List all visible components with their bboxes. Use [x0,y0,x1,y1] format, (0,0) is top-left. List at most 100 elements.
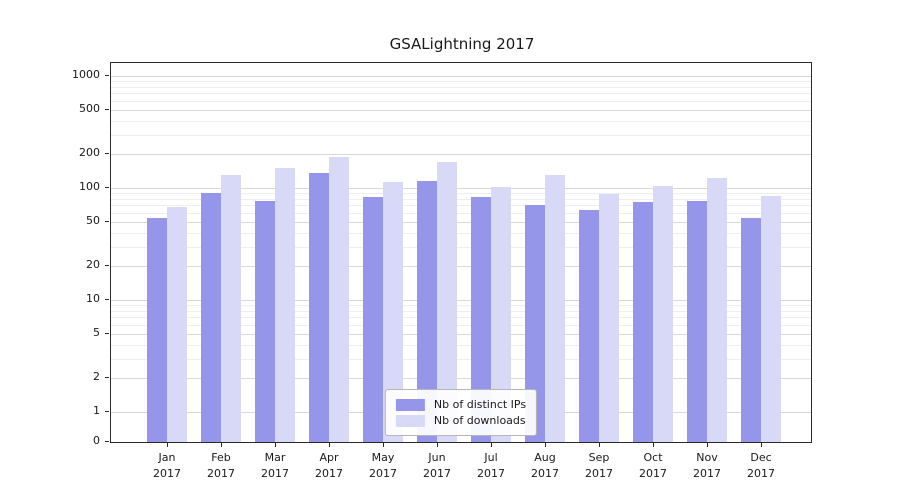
x-tick-mark [329,443,330,447]
bar-downloads [545,175,565,442]
gridline-major [111,76,811,77]
gridline-minor [111,317,811,318]
x-tick-mark [437,443,438,447]
bar-downloads [653,186,673,442]
x-tick-label: Mar 2017 [261,451,289,480]
y-tick-mark [105,75,109,76]
gridline-minor [111,305,811,306]
legend-label-downloads: Nb of downloads [433,414,526,427]
bar-downloads [437,162,457,442]
x-tick-mark [491,443,492,447]
gridline-minor [111,213,811,214]
bar-distinct-ips [417,181,437,442]
legend-item: Nb of downloads [395,414,526,427]
bar-downloads [329,157,349,442]
gridline-minor [111,359,811,360]
gridline-minor [111,205,811,206]
y-tick-label: 10 [86,292,100,305]
bar-distinct-ips [687,201,707,442]
y-tick-label: 5 [93,326,100,339]
x-tick-label: Aug 2017 [531,451,559,480]
x-tick-mark [383,443,384,447]
x-tick-label: Apr 2017 [315,451,343,480]
bar-downloads [275,168,295,442]
bar-downloads [167,207,187,442]
x-tick-label: Dec 2017 [747,451,775,480]
y-tick-label: 1000 [72,68,100,81]
y-tick-label: 20 [86,258,100,271]
gridline-major [111,334,811,335]
chart-title: GSALightning 2017 [389,35,535,53]
x-tick-label: Feb 2017 [207,451,235,480]
gridline-major [111,222,811,223]
bar-distinct-ips [147,218,167,442]
gridline-minor [111,311,811,312]
legend: Nb of distinct IPs Nb of downloads [384,389,538,436]
bar-distinct-ips [579,210,599,442]
gridline-minor [111,121,811,122]
x-tick-label: Jul 2017 [477,451,505,480]
x-tick-mark [761,443,762,447]
y-tick-label: 500 [79,102,100,115]
y-tick-label: 50 [86,214,100,227]
gridline-minor [111,345,811,346]
bar-distinct-ips [201,193,221,442]
x-tick-mark [275,443,276,447]
x-tick-label: Sep 2017 [585,451,613,480]
bar-distinct-ips [309,173,329,442]
gridline-major [111,266,811,267]
x-tick-mark [221,443,222,447]
gridline-minor [111,247,811,248]
x-tick-label: Jun 2017 [423,451,451,480]
x-tick-label: Oct 2017 [639,451,667,480]
legend-swatch-distinct-ips [395,398,425,411]
legend-label-distinct-ips: Nb of distinct IPs [433,398,527,411]
y-tick-mark [105,265,109,266]
y-tick-mark [105,221,109,222]
y-tick-mark [105,411,109,412]
gridline-minor [111,233,811,234]
bar-downloads [383,182,403,442]
bar-downloads [761,196,781,442]
bar-downloads [221,175,241,442]
gridline-major [111,188,811,189]
x-tick-label: Nov 2017 [693,451,721,480]
bar-distinct-ips [363,197,383,442]
gridline-minor [111,325,811,326]
gridline-major [111,378,811,379]
gridline-minor [111,93,811,94]
bar-distinct-ips [471,197,491,442]
bar-distinct-ips [633,202,653,442]
y-tick-mark [105,187,109,188]
y-tick-label: 0 [93,434,100,447]
y-tick-mark [105,377,109,378]
y-tick-mark [105,153,109,154]
legend-item: Nb of distinct IPs [395,398,527,411]
gridline-minor [111,193,811,194]
y-tick-mark [105,109,109,110]
x-tick-mark [167,443,168,447]
y-tick-label: 100 [79,180,100,193]
bar-distinct-ips [741,218,761,442]
gridline-major [111,154,811,155]
bar-downloads [707,178,727,442]
gridline-minor [111,199,811,200]
legend-swatch-downloads [395,414,425,427]
x-tick-mark [653,443,654,447]
gridline-minor [111,101,811,102]
gridline-minor [111,81,811,82]
y-tick-mark [105,333,109,334]
gridline-major [111,110,811,111]
y-tick-mark [105,299,109,300]
y-tick-mark [105,441,109,442]
x-tick-mark [599,443,600,447]
gridline-major [111,300,811,301]
gridline-minor [111,87,811,88]
x-tick-mark [707,443,708,447]
bar-distinct-ips [525,205,545,442]
bar-distinct-ips [255,201,275,442]
gridline-minor [111,135,811,136]
x-tick-mark [545,443,546,447]
x-tick-label: Jan 2017 [153,451,181,480]
